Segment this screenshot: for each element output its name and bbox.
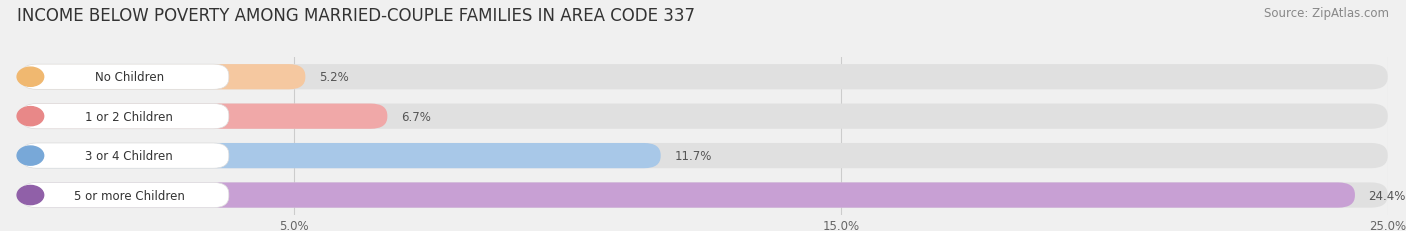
FancyBboxPatch shape xyxy=(21,143,1388,168)
FancyBboxPatch shape xyxy=(21,65,1388,90)
FancyBboxPatch shape xyxy=(21,65,229,90)
Text: 1 or 2 Children: 1 or 2 Children xyxy=(86,110,173,123)
Circle shape xyxy=(17,146,44,165)
FancyBboxPatch shape xyxy=(21,183,1355,208)
FancyBboxPatch shape xyxy=(21,104,387,129)
Text: 11.7%: 11.7% xyxy=(675,149,711,162)
Text: 5.2%: 5.2% xyxy=(319,71,349,84)
FancyBboxPatch shape xyxy=(21,104,229,129)
Circle shape xyxy=(17,186,44,205)
Circle shape xyxy=(17,107,44,126)
Text: Source: ZipAtlas.com: Source: ZipAtlas.com xyxy=(1264,7,1389,20)
FancyBboxPatch shape xyxy=(21,143,229,168)
FancyBboxPatch shape xyxy=(21,104,1388,129)
FancyBboxPatch shape xyxy=(21,65,305,90)
Text: INCOME BELOW POVERTY AMONG MARRIED-COUPLE FAMILIES IN AREA CODE 337: INCOME BELOW POVERTY AMONG MARRIED-COUPL… xyxy=(17,7,695,25)
Text: 6.7%: 6.7% xyxy=(401,110,430,123)
FancyBboxPatch shape xyxy=(21,143,661,168)
Text: 5 or more Children: 5 or more Children xyxy=(73,189,184,202)
FancyBboxPatch shape xyxy=(21,183,229,208)
Text: No Children: No Children xyxy=(94,71,163,84)
Circle shape xyxy=(17,68,44,87)
FancyBboxPatch shape xyxy=(21,183,1388,208)
Text: 3 or 4 Children: 3 or 4 Children xyxy=(86,149,173,162)
Text: 24.4%: 24.4% xyxy=(1368,189,1406,202)
